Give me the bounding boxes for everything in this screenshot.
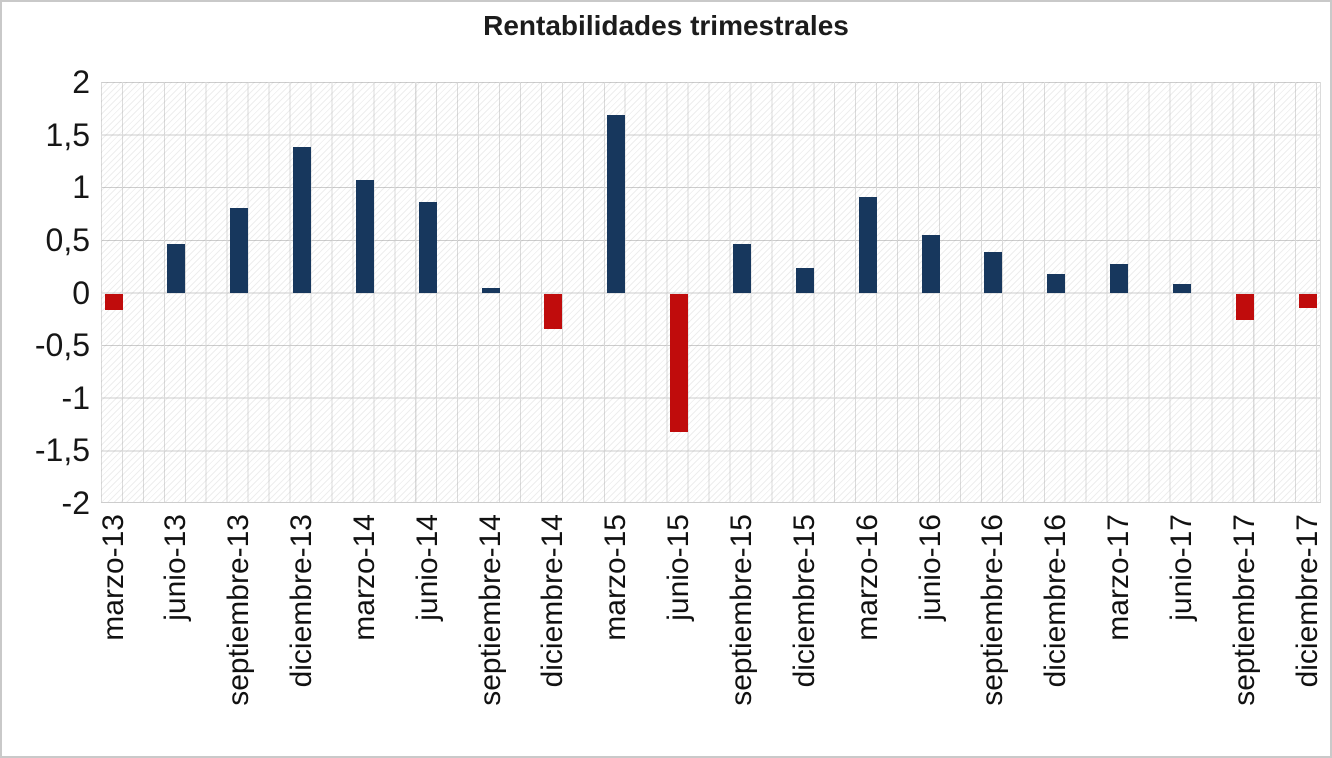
- bar-septiembre-17: [1235, 293, 1254, 320]
- x-axis-label: marzo-17: [1102, 514, 1136, 641]
- bar-junio-16: [921, 234, 940, 293]
- bar-junio-15: [670, 293, 689, 432]
- bar-septiembre-15: [733, 243, 751, 293]
- x-axis-label: diciembre-14: [536, 514, 570, 688]
- x-axis-label: marzo-13: [96, 514, 130, 641]
- y-tick-label: 2: [72, 64, 90, 100]
- bar-junio-14: [418, 201, 437, 293]
- y-tick-label: -1: [61, 379, 90, 416]
- chart-title: Rentabilidades trimestrales: [483, 10, 849, 41]
- bar-diciembre-14: [544, 293, 563, 329]
- y-tick-label: 1,5: [45, 116, 90, 153]
- x-axis-label: diciembre-16: [1039, 514, 1073, 688]
- x-axis-label: septiembre-16: [976, 514, 1010, 706]
- plot-area: [101, 82, 1321, 503]
- x-axis-label: junio-16: [913, 514, 947, 621]
- bar-septiembre-13: [230, 207, 249, 293]
- x-axis-label: junio-15: [662, 514, 696, 621]
- bar-marzo-17: [1110, 263, 1129, 293]
- x-axis-label: junio-14: [410, 514, 444, 621]
- bar-septiembre-14: [481, 287, 500, 293]
- x-axis-label: septiembre-13: [222, 514, 256, 706]
- x-axis-label: diciembre-13: [285, 514, 319, 688]
- bar-marzo-15: [607, 114, 626, 293]
- y-tick-label: 0,5: [45, 221, 90, 258]
- bar-diciembre-16: [1047, 273, 1066, 293]
- bar-marzo-13: [104, 293, 123, 310]
- x-axis-label: diciembre-17: [1290, 514, 1324, 688]
- x-axis-label: septiembre-17: [1227, 514, 1261, 706]
- y-tick-label: -2: [61, 485, 90, 521]
- x-axis-label: junio-17: [1164, 514, 1198, 621]
- x-axis-label: junio-13: [159, 514, 193, 621]
- bar-junio-13: [167, 243, 186, 293]
- x-axis-label: marzo-16: [850, 514, 884, 641]
- x-axis-label: marzo-15: [599, 514, 633, 641]
- x-axis-label: diciembre-15: [787, 514, 821, 688]
- y-tick-label: 0: [72, 274, 90, 311]
- x-axis-label: septiembre-14: [473, 514, 507, 706]
- y-tick-label: -1,5: [34, 432, 90, 469]
- bar-marzo-14: [355, 179, 374, 293]
- bar-septiembre-16: [984, 251, 1003, 293]
- x-axis-label: septiembre-15: [725, 514, 758, 706]
- bar-diciembre-15: [795, 267, 814, 293]
- y-tick-label: -0,5: [34, 327, 90, 364]
- bar-marzo-16: [858, 196, 877, 293]
- y-tick-label: 1: [72, 169, 90, 206]
- bar-junio-17: [1172, 283, 1191, 293]
- bar-diciembre-17: [1298, 293, 1317, 308]
- bar-diciembre-13: [293, 146, 312, 293]
- x-axis-label: marzo-14: [347, 514, 381, 641]
